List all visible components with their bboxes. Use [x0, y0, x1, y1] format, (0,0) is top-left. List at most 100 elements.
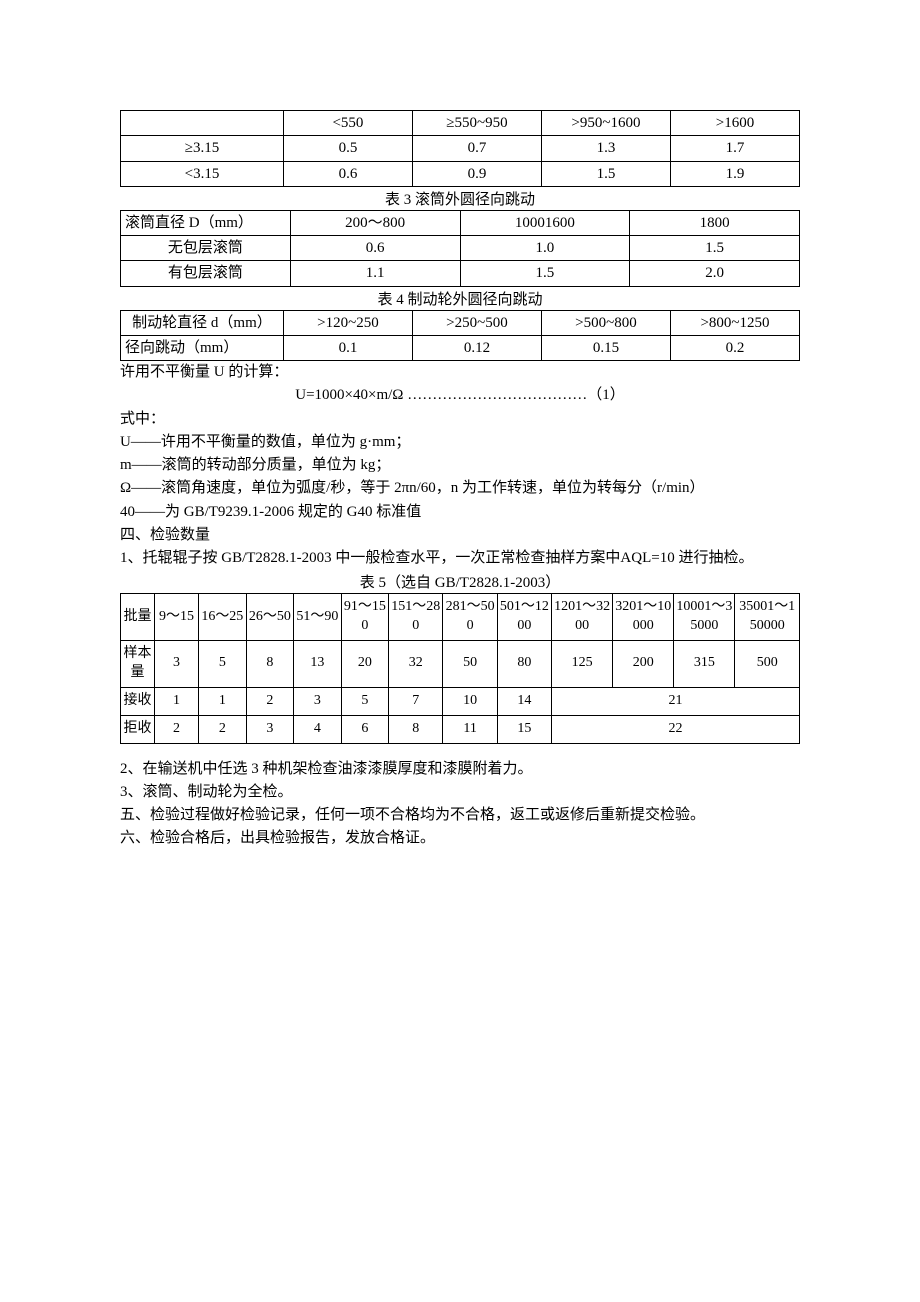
cell: 拒收: [121, 715, 155, 743]
table-row: 制动轮直径 d（mm） >120~250 >250~500 >500~800 >…: [121, 310, 800, 335]
spacer: [120, 744, 800, 758]
cell: 3: [246, 715, 294, 743]
cell: ≥3.15: [121, 136, 284, 161]
paragraph: 四、检验数量: [120, 524, 800, 547]
cell: 8: [246, 641, 294, 688]
cell: 50: [443, 641, 497, 688]
cell: 5: [199, 641, 247, 688]
cell: 9～15: [154, 594, 198, 641]
cell: 0.6: [283, 161, 412, 186]
cell: 200～800: [290, 210, 460, 235]
table-row: 样本量 3 5 8 13 20 32 50 80 125 200 315 500: [121, 641, 800, 688]
cell: 无包层滚筒: [121, 236, 291, 261]
cell: 15: [497, 715, 551, 743]
cell: 151～280: [389, 594, 443, 641]
cell: 315: [674, 641, 735, 688]
cell: 200: [613, 641, 674, 688]
cell: 1.0: [460, 236, 630, 261]
table-row: <550 ≥550~950 >950~1600 >1600: [121, 111, 800, 136]
cell: 1: [199, 687, 247, 715]
cell: 281～500: [443, 594, 497, 641]
paragraph: 六、检验合格后，出具检验报告，发放合格证。: [120, 827, 800, 850]
table3-caption: 表 3 滚筒外圆径向跳动: [120, 188, 800, 209]
cell: 0.15: [541, 335, 670, 360]
paragraph: 2、在输送机中任选 3 种机架检查油漆漆膜厚度和漆膜附着力。: [120, 758, 800, 781]
paragraph: 许用不平衡量 U 的计算：: [120, 361, 800, 384]
cell: 有包层滚筒: [121, 261, 291, 286]
cell: 14: [497, 687, 551, 715]
cell: 径向跳动（mm）: [121, 335, 284, 360]
table-row: ≥3.15 0.5 0.7 1.3 1.7: [121, 136, 800, 161]
cell: 13: [294, 641, 342, 688]
cell: 32: [389, 641, 443, 688]
cell: 3: [154, 641, 198, 688]
cell: 11: [443, 715, 497, 743]
cell: 6: [341, 715, 389, 743]
cell: 3201～10000: [613, 594, 674, 641]
cell: 接收: [121, 687, 155, 715]
table-row: <3.15 0.6 0.9 1.5 1.9: [121, 161, 800, 186]
cell: 501～1200: [497, 594, 551, 641]
cell: <3.15: [121, 161, 284, 186]
cell: 20: [341, 641, 389, 688]
cell: 0.2: [670, 335, 799, 360]
table4-caption: 表 4 制动轮外圆径向跳动: [120, 288, 800, 309]
cell: 制动轮直径 d（mm）: [121, 310, 284, 335]
cell: >250~500: [412, 310, 541, 335]
cell: 批量: [121, 594, 155, 641]
formula: U=1000×40×m/Ω ………………………………（1）: [120, 384, 800, 407]
cell: 滚筒直径 D（mm）: [121, 210, 291, 235]
cell: 0.12: [412, 335, 541, 360]
table4: 制动轮直径 d（mm） >120~250 >250~500 >500~800 >…: [120, 310, 800, 362]
cell: 2: [199, 715, 247, 743]
cell: 0.5: [283, 136, 412, 161]
cell: 2.0: [630, 261, 800, 286]
cell: 1800: [630, 210, 800, 235]
cell: 80: [497, 641, 551, 688]
cell: 2: [154, 715, 198, 743]
cell: <550: [283, 111, 412, 136]
cell: 0.9: [412, 161, 541, 186]
cell: 10001600: [460, 210, 630, 235]
page-root: <550 ≥550~950 >950~1600 >1600 ≥3.15 0.5 …: [0, 0, 920, 1302]
paragraph: 五、检验过程做好检验记录，任何一项不合格均为不合格，返工或返修后重新提交检验。: [120, 804, 800, 827]
table-row: 批量 9～15 16～25 26～50 51～90 91～150 151～280…: [121, 594, 800, 641]
cell: 1.5: [630, 236, 800, 261]
paragraph: 40——为 GB/T9239.1-2006 规定的 G40 标准值: [120, 501, 800, 524]
cell: 2: [246, 687, 294, 715]
table3: 滚筒直径 D（mm） 200～800 10001600 1800 无包层滚筒 0…: [120, 210, 800, 287]
cell: 26～50: [246, 594, 294, 641]
table-row: 有包层滚筒 1.1 1.5 2.0: [121, 261, 800, 286]
table5: 批量 9～15 16～25 26～50 51～90 91～150 151～280…: [120, 593, 800, 743]
cell: 1.5: [460, 261, 630, 286]
cell: 1.1: [290, 261, 460, 286]
paragraph: Ω——滚筒角速度，单位为弧度/秒，等于 2πn/60，n 为工作转速，单位为转每…: [120, 477, 800, 500]
cell: 1: [154, 687, 198, 715]
cell: 22: [552, 715, 800, 743]
table-row: 滚筒直径 D（mm） 200～800 10001600 1800: [121, 210, 800, 235]
cell: 7: [389, 687, 443, 715]
paragraph: 3、滚筒、制动轮为全检。: [120, 781, 800, 804]
table-row: 接收 1 1 2 3 5 7 10 14 21: [121, 687, 800, 715]
cell: >500~800: [541, 310, 670, 335]
cell: 1.3: [541, 136, 670, 161]
cell: 3: [294, 687, 342, 715]
cell: 1.5: [541, 161, 670, 186]
cell: >120~250: [283, 310, 412, 335]
paragraph: m——滚筒的转动部分质量，单位为 kg；: [120, 454, 800, 477]
table-row: 径向跳动（mm） 0.1 0.12 0.15 0.2: [121, 335, 800, 360]
cell: ≥550~950: [412, 111, 541, 136]
cell: 35001～150000: [735, 594, 800, 641]
cell-empty: [121, 111, 284, 136]
table-row: 拒收 2 2 3 4 6 8 11 15 22: [121, 715, 800, 743]
cell: 5: [341, 687, 389, 715]
cell: 8: [389, 715, 443, 743]
cell: 4: [294, 715, 342, 743]
cell: 样本量: [121, 641, 155, 688]
cell: 1201～3200: [552, 594, 613, 641]
cell: 21: [552, 687, 800, 715]
cell: 1.9: [670, 161, 799, 186]
cell: 125: [552, 641, 613, 688]
cell: 16～25: [199, 594, 247, 641]
cell: 10001～35000: [674, 594, 735, 641]
